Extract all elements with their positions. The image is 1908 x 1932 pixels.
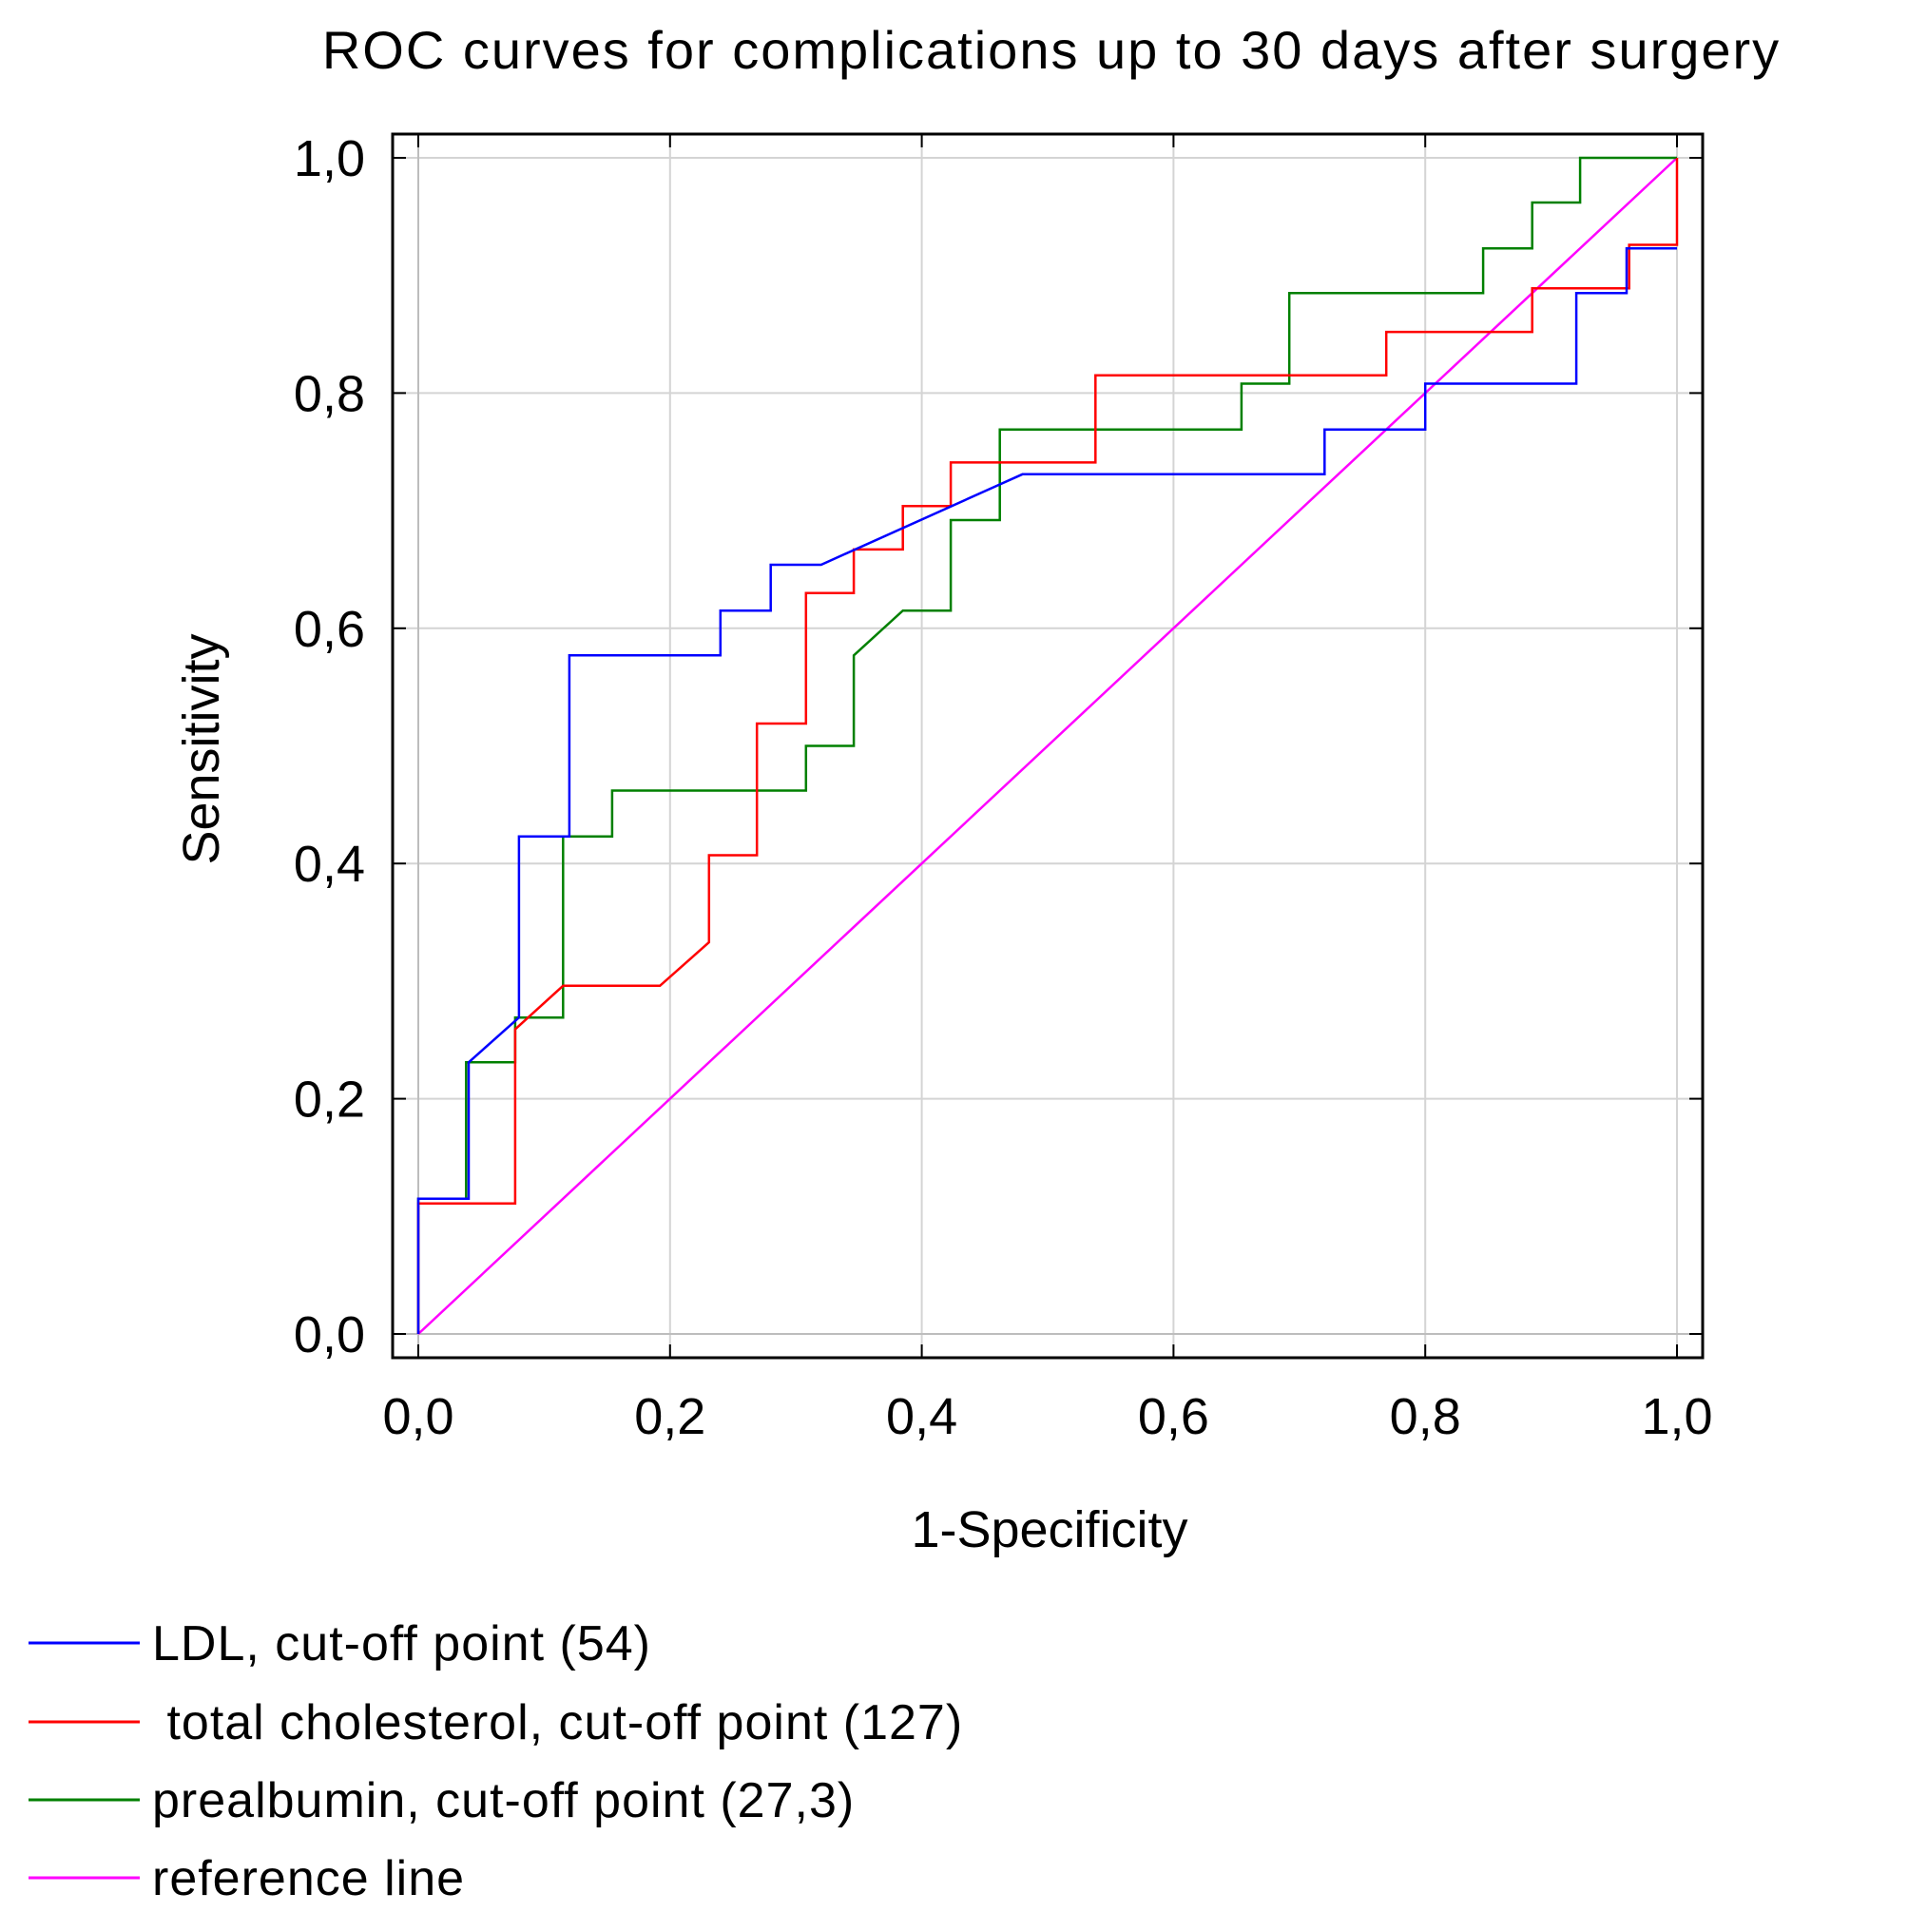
- legend-label-reference-line: reference line: [152, 1851, 465, 1906]
- grid: [393, 134, 1703, 1358]
- y-axis-ticks: 0,0 0,2 0,4 0,6 0,8 1,0: [294, 130, 1703, 1363]
- legend: LDL, cut-off point (54) total cholestero…: [29, 1616, 963, 1906]
- y-tick-label: 0,0: [294, 1306, 365, 1363]
- x-tick-label: 0,6: [1138, 1388, 1209, 1445]
- plot-frame: [391, 132, 1705, 1360]
- x-tick-label: 0,4: [886, 1388, 957, 1445]
- series-line-prealbumin: [416, 156, 1677, 1334]
- x-tick-label: 0,2: [634, 1388, 705, 1445]
- plot-series: [416, 156, 1679, 1335]
- legend-label-ldl: LDL, cut-off point (54): [152, 1616, 651, 1671]
- x-tick-label: 0,0: [382, 1388, 453, 1445]
- reference-lines: [393, 134, 1703, 1358]
- series-line-total-cholesterol: [416, 158, 1679, 1334]
- y-tick-label: 0,8: [294, 365, 365, 422]
- x-tick-label: 1,0: [1641, 1388, 1712, 1445]
- y-axis-label: Sensitivity: [173, 633, 230, 864]
- series-line-reference-line: [417, 157, 1678, 1335]
- y-tick-label: 0,6: [294, 601, 365, 658]
- legend-label-prealbumin: prealbumin, cut-off point (27,3): [152, 1773, 855, 1828]
- x-axis-ticks: 0,0 0,2 0,4 0,6 0,8 1,0: [382, 134, 1713, 1445]
- legend-label-total-cholesterol: total cholesterol, cut-off point (127): [152, 1695, 963, 1750]
- x-axis-label: 1-Specificity: [911, 1501, 1187, 1558]
- series-line-ldl: [416, 246, 1677, 1334]
- y-tick-label: 1,0: [294, 130, 365, 187]
- chart-title: ROC curves for complications up to 30 da…: [322, 20, 1781, 80]
- y-tick-label: 0,4: [294, 836, 365, 893]
- x-tick-label: 0,8: [1390, 1388, 1461, 1445]
- y-tick-label: 0,2: [294, 1072, 365, 1129]
